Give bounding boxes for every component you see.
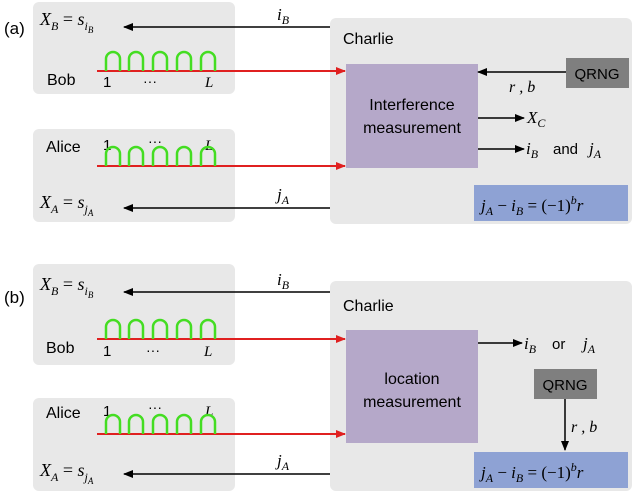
relation-formula: jA − iB = (−1)br <box>479 460 584 485</box>
pulse-arch <box>175 145 193 166</box>
and-word: and <box>553 141 578 158</box>
or-word: or <box>552 336 565 353</box>
pulse-arch <box>104 50 122 71</box>
measure-line1: location <box>384 371 439 388</box>
pulse-arch <box>151 145 169 166</box>
ib-out-label: iB <box>526 139 539 161</box>
charlie-label: Charlie <box>343 298 394 315</box>
pulse-arch <box>127 318 145 339</box>
relation-box <box>474 185 628 221</box>
ja-label: jA <box>275 451 290 473</box>
pulse-arch <box>127 145 145 166</box>
xa-formula: XA = sjA <box>39 192 94 218</box>
pulse-arch <box>199 50 217 71</box>
pulse-first-label: 1 <box>103 403 111 420</box>
ja-out-label: jA <box>587 139 602 161</box>
alice-pulse-train <box>104 413 217 434</box>
location-measurement-box <box>346 330 478 443</box>
xb-formula: XB = siB <box>39 274 94 300</box>
qrng-label: QRNG <box>543 377 588 394</box>
xa-formula: XA = sjA <box>39 460 94 486</box>
pulse-arch <box>199 413 217 434</box>
alice-pulse-train <box>104 145 217 166</box>
alice-panel <box>33 129 235 222</box>
pulse-arch <box>199 145 217 166</box>
pulse-arch <box>151 413 169 434</box>
pulse-arch <box>127 50 145 71</box>
alice-label: Alice <box>46 139 81 156</box>
pulse-arch <box>175 318 193 339</box>
interference-measurement-box <box>346 64 478 168</box>
qrng-label: QRNG <box>575 66 620 83</box>
measure-line2: measurement <box>363 120 461 137</box>
ib-label: iB <box>277 270 290 292</box>
xb-formula: XB = siB <box>39 9 94 35</box>
rb-label: r , b <box>509 79 535 96</box>
xc-label: XC <box>526 108 546 130</box>
pulse-arch <box>151 318 169 339</box>
alice-label: Alice <box>46 405 81 422</box>
ib-label: iB <box>277 5 290 27</box>
measure-line1: Interference <box>369 97 454 114</box>
pulse-first-label: 1 <box>103 343 111 360</box>
pulse-last-label: L <box>203 344 212 360</box>
bob-label: Bob <box>46 340 75 357</box>
pulse-arch <box>151 50 169 71</box>
panel-a: (a) XB = siB Bob 1 ··· L Alice 1 ··· L X… <box>4 2 632 224</box>
panel-a-tag: (a) <box>4 19 25 38</box>
bob-label: Bob <box>47 72 76 89</box>
panel-b: (b) XB = siB Bob 1 ··· L Alice 1 ··· L X… <box>4 264 632 491</box>
relation-box <box>474 452 628 488</box>
pulse-arch <box>175 50 193 71</box>
pulse-arch <box>104 413 122 434</box>
ja-label: jA <box>275 185 290 207</box>
pulse-last-label: L <box>204 75 213 91</box>
alice-panel <box>33 398 235 491</box>
pulse-first-label: 1 <box>103 137 111 154</box>
panel-b-tag: (b) <box>4 288 25 307</box>
qrng-box <box>534 369 597 399</box>
qrng-box <box>566 58 629 88</box>
pulse-arch <box>175 413 193 434</box>
ib-out-label: iB <box>524 334 537 356</box>
bob-pulse-train <box>104 50 217 71</box>
measure-line2: measurement <box>363 394 461 411</box>
bob-pulse-train <box>104 318 217 339</box>
pulse-dots: ··· <box>143 73 157 89</box>
rb-label: r , b <box>571 419 597 436</box>
charlie-label: Charlie <box>343 31 394 48</box>
pulse-arch <box>104 145 122 166</box>
pulse-arch <box>127 413 145 434</box>
pulse-dots: ··· <box>146 342 160 358</box>
pulse-arch <box>104 318 122 339</box>
relation-formula: jA − iB = (−1)br <box>479 193 584 218</box>
ja-out-label: jA <box>581 334 596 356</box>
pulse-last-label: L <box>204 404 213 420</box>
pulse-dots: ··· <box>148 399 162 415</box>
pulse-first-label: 1 <box>103 74 111 91</box>
pulse-arch <box>199 318 217 339</box>
pulse-dots: ··· <box>148 133 162 149</box>
